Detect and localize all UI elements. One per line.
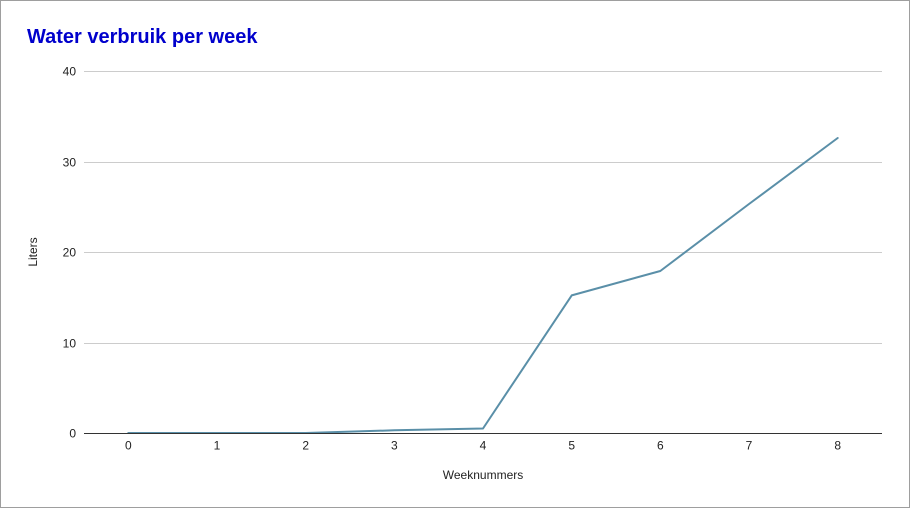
x-tick-label: 5: [568, 439, 575, 453]
axes: 0 10 20 30 40 0 1 2 3 4 5 6 7 8: [63, 65, 882, 453]
y-tick-label: 40: [63, 65, 77, 79]
series-layer: [127, 137, 839, 434]
x-axis-title: Weeknummers: [443, 468, 523, 482]
x-tick-label: 2: [302, 439, 309, 453]
x-tick-label: 3: [391, 439, 398, 453]
x-tick-label: 1: [214, 439, 221, 453]
x-tick-label: 6: [657, 439, 664, 453]
x-tick-label: 4: [480, 439, 487, 453]
series-line: [127, 137, 839, 434]
x-tick-label: 7: [746, 439, 753, 453]
x-tick-label: 8: [834, 439, 841, 453]
y-tick-label: 20: [63, 246, 77, 260]
chart-title: Water verbruik per week: [27, 26, 258, 48]
x-tick-label: 0: [125, 439, 132, 453]
y-tick-label: 0: [69, 427, 76, 441]
y-tick-label: 10: [63, 337, 77, 351]
y-tick-label: 30: [63, 156, 77, 170]
grid-lines: [84, 71, 882, 344]
y-axis-title: Liters: [26, 237, 40, 266]
